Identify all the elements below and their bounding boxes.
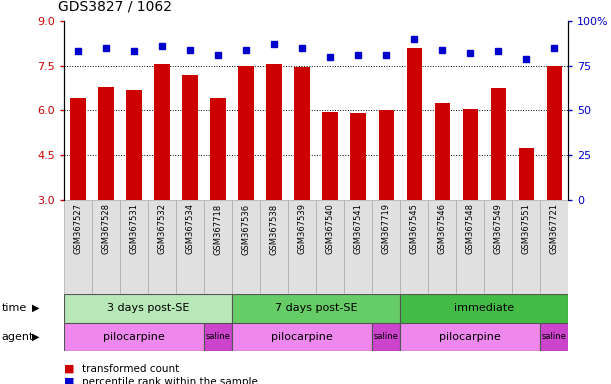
Bar <box>120 200 148 294</box>
Bar <box>64 200 92 294</box>
Text: pilocarpine: pilocarpine <box>439 332 501 342</box>
Text: pilocarpine: pilocarpine <box>271 332 333 342</box>
Text: saline: saline <box>374 333 398 341</box>
Bar <box>155 64 170 200</box>
Text: GSM367528: GSM367528 <box>101 204 111 255</box>
Text: ▶: ▶ <box>32 332 40 342</box>
Text: GSM367719: GSM367719 <box>382 204 390 255</box>
Text: GSM367541: GSM367541 <box>354 204 363 254</box>
Text: GSM367549: GSM367549 <box>494 204 503 254</box>
Text: GSM367540: GSM367540 <box>326 204 335 254</box>
Text: transformed count: transformed count <box>82 364 180 374</box>
Text: GSM367532: GSM367532 <box>158 204 167 255</box>
Bar <box>400 200 428 294</box>
Bar <box>491 88 506 200</box>
Bar <box>98 87 114 200</box>
Bar <box>232 323 372 351</box>
Bar <box>484 200 512 294</box>
Text: GSM367536: GSM367536 <box>242 204 251 255</box>
Bar <box>372 200 400 294</box>
Bar <box>295 67 310 200</box>
Text: saline: saline <box>542 333 566 341</box>
Text: GSM367539: GSM367539 <box>298 204 307 255</box>
Text: percentile rank within the sample: percentile rank within the sample <box>82 377 258 384</box>
Text: GSM367527: GSM367527 <box>74 204 82 255</box>
Text: saline: saline <box>206 333 230 341</box>
Text: GSM367551: GSM367551 <box>522 204 531 254</box>
Bar <box>232 200 260 294</box>
Bar <box>64 294 232 323</box>
Bar <box>183 74 198 200</box>
Text: ■: ■ <box>64 377 75 384</box>
Bar <box>204 200 232 294</box>
Bar <box>351 113 366 200</box>
Bar <box>400 294 568 323</box>
Text: GSM367548: GSM367548 <box>466 204 475 255</box>
Bar <box>210 98 226 200</box>
Bar <box>463 109 478 200</box>
Bar <box>176 200 204 294</box>
Bar <box>372 323 400 351</box>
Text: GSM367545: GSM367545 <box>410 204 419 254</box>
Text: ▶: ▶ <box>32 303 40 313</box>
Bar <box>519 147 534 200</box>
Bar <box>232 294 400 323</box>
Bar <box>406 48 422 200</box>
Bar <box>148 200 176 294</box>
Text: GDS3827 / 1062: GDS3827 / 1062 <box>58 0 172 13</box>
Bar <box>546 66 562 200</box>
Text: immediate: immediate <box>454 303 514 313</box>
Bar <box>456 200 484 294</box>
Bar <box>238 66 254 200</box>
Bar <box>344 200 372 294</box>
Bar <box>64 323 204 351</box>
Bar <box>400 323 540 351</box>
Text: GSM367718: GSM367718 <box>214 204 222 255</box>
Text: GSM367534: GSM367534 <box>186 204 195 255</box>
Bar <box>92 200 120 294</box>
Bar <box>378 111 394 200</box>
Bar <box>126 89 142 200</box>
Bar <box>316 200 344 294</box>
Bar <box>204 323 232 351</box>
Text: GSM367546: GSM367546 <box>437 204 447 255</box>
Text: agent: agent <box>2 332 34 342</box>
Text: 3 days post-SE: 3 days post-SE <box>107 303 189 313</box>
Bar <box>266 64 282 200</box>
Text: pilocarpine: pilocarpine <box>103 332 165 342</box>
Bar <box>540 323 568 351</box>
Bar <box>540 200 568 294</box>
Text: GSM367538: GSM367538 <box>269 204 279 255</box>
Text: 7 days post-SE: 7 days post-SE <box>275 303 357 313</box>
Text: ■: ■ <box>64 364 75 374</box>
Bar <box>428 200 456 294</box>
Bar <box>288 200 316 294</box>
Bar <box>260 200 288 294</box>
Text: GSM367721: GSM367721 <box>550 204 558 255</box>
Bar <box>70 98 86 200</box>
Bar <box>512 200 540 294</box>
Text: GSM367531: GSM367531 <box>130 204 139 255</box>
Bar <box>434 103 450 200</box>
Text: time: time <box>2 303 27 313</box>
Bar <box>323 112 338 200</box>
